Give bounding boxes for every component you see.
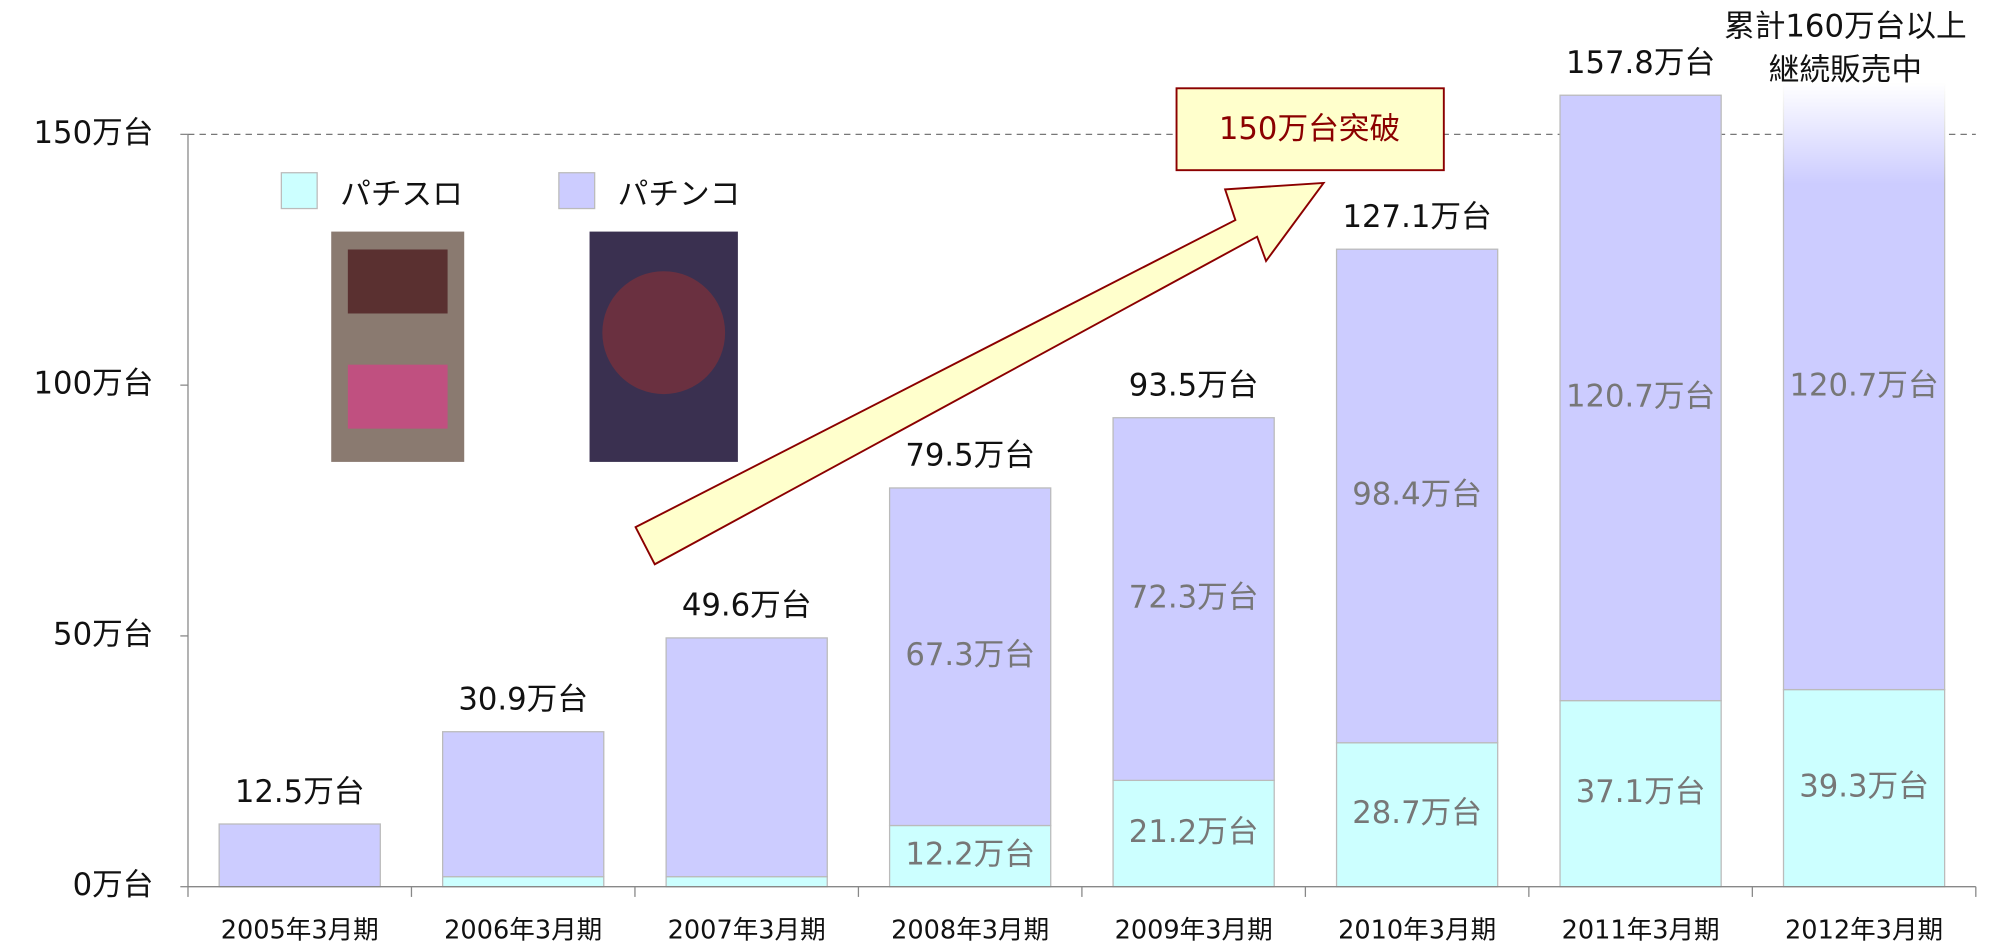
- pachislot-screen: [347, 249, 448, 314]
- cumulative-note: 累計160万台以上: [1724, 10, 1967, 45]
- x-tick-label: 2010年3月期: [1338, 915, 1496, 943]
- x-tick-label: 2007年3月期: [668, 915, 826, 943]
- bar-segment: [1559, 699, 1722, 888]
- x-tick-label: 2006年3月期: [444, 915, 602, 943]
- pachislot-panel: [347, 364, 448, 429]
- segment-label: 120.7万台: [1789, 368, 1938, 403]
- y-tick-label: 0万台: [73, 868, 154, 903]
- growth-arrow: [634, 181, 1326, 566]
- total-label: 12.5万台: [235, 775, 365, 810]
- segment-label: 72.3万台: [1129, 581, 1259, 616]
- total-label: 30.9万台: [458, 683, 588, 718]
- bar-segment: [665, 876, 828, 888]
- bar-segment: [888, 487, 1052, 827]
- total-label: 127.1万台: [1343, 200, 1492, 235]
- segment-label: 12.2万台: [905, 838, 1035, 873]
- legend-label: パチスロ: [340, 177, 463, 212]
- pachinko-dial: [602, 271, 726, 395]
- bar-segment: [442, 731, 605, 878]
- milestone-label: 150万台突破: [1219, 112, 1400, 147]
- segment-label: 98.4万台: [1352, 477, 1482, 512]
- segment-label: 21.2万台: [1129, 815, 1259, 850]
- bar-segment: [1335, 742, 1499, 888]
- bar-fade: [1782, 82, 1946, 185]
- bar-segment: [1335, 248, 1499, 744]
- bar-segment: [442, 876, 605, 888]
- y-tick-label: 50万台: [53, 617, 153, 652]
- milestone-box: [1175, 87, 1445, 172]
- bar-segment: [665, 637, 828, 878]
- segment-label: 67.3万台: [905, 638, 1035, 673]
- total-label: 79.5万台: [905, 439, 1035, 474]
- x-tick-label: 2012年3月期: [1785, 915, 1943, 943]
- bar-segment: [1782, 688, 1946, 888]
- segment-label: 120.7万台: [1566, 379, 1715, 414]
- y-tick-label: 150万台: [34, 116, 154, 151]
- x-tick-label: 2005年3月期: [221, 915, 379, 943]
- total-label: 157.8万台: [1566, 46, 1715, 81]
- legend-label: パチンコ: [618, 177, 741, 212]
- segment-label: 39.3万台: [1799, 770, 1929, 805]
- bar-segment: [1559, 94, 1722, 702]
- cumulative-note: 継続販売中: [1769, 53, 1922, 88]
- x-tick-label: 2011年3月期: [1562, 915, 1720, 943]
- bar-segment: [1112, 417, 1275, 782]
- bar-segment: [1782, 83, 1946, 691]
- legend-swatch: [280, 172, 318, 210]
- x-tick-label: 2008年3月期: [891, 915, 1049, 943]
- y-tick-label: 100万台: [34, 367, 154, 402]
- plot: 0万台 50万台 100万台 150万台 12.5万台 2005年3月期 30.9万台 200…: [34, 46, 1977, 943]
- total-label: 49.6万台: [682, 589, 812, 624]
- total-label: 93.5万台: [1129, 369, 1259, 404]
- segment-label: 37.1万台: [1576, 775, 1706, 810]
- x-tick-label: 2009年3月期: [1115, 915, 1273, 943]
- segment-label: 28.7万台: [1352, 796, 1482, 831]
- legend-swatch: [558, 172, 596, 210]
- bar-segment: [888, 824, 1052, 888]
- bar-segment: [1112, 779, 1275, 888]
- bar-segment: [218, 823, 381, 888]
